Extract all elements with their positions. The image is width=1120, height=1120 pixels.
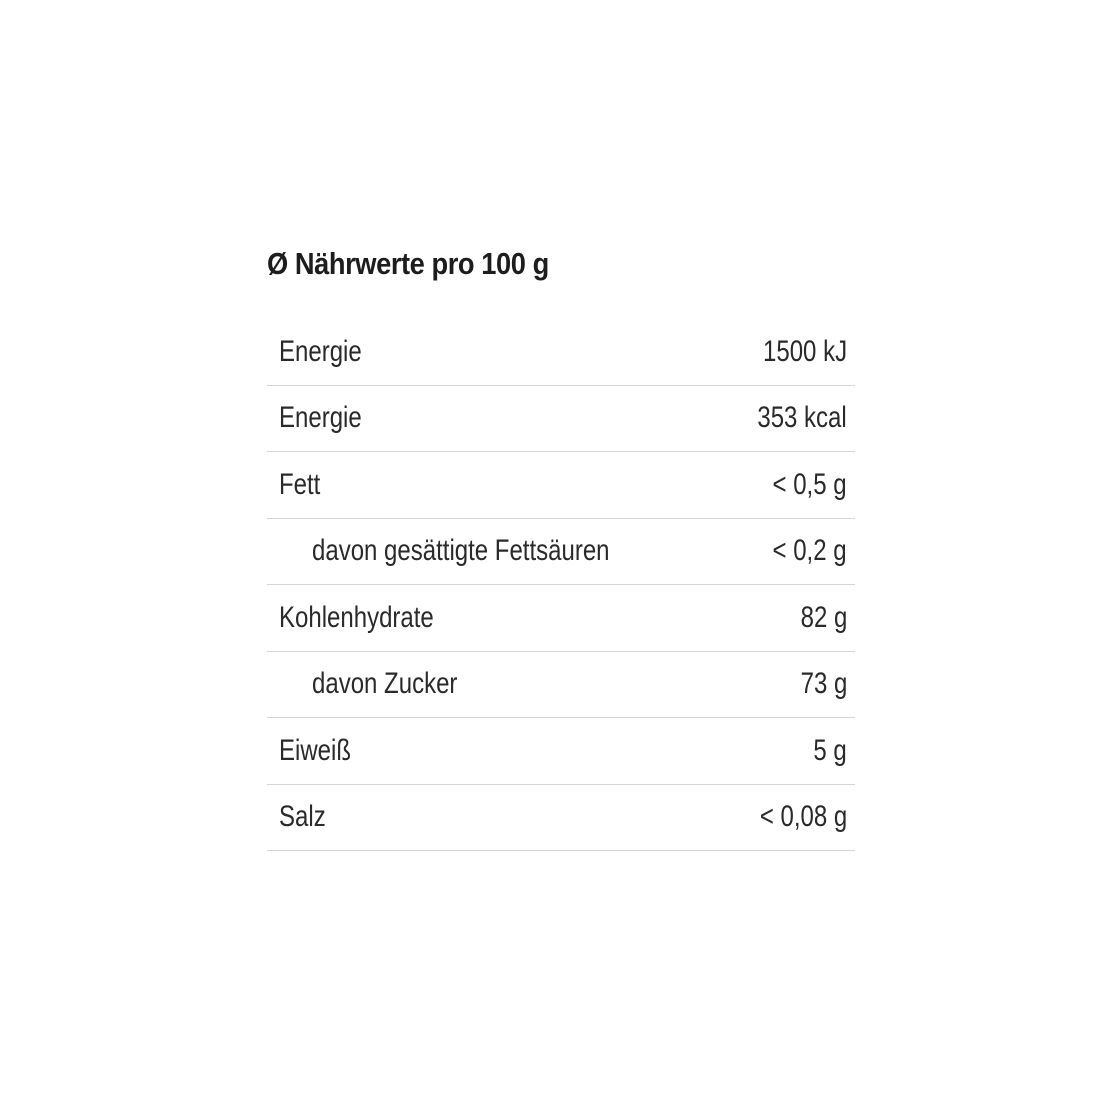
nutrition-row: Energie 353 kcal bbox=[267, 386, 855, 452]
nutrient-value: < 0,08 g bbox=[759, 800, 847, 834]
nutrient-label: davon gesättigte Fettsäuren bbox=[312, 534, 610, 568]
nutrition-row: Fett < 0,5 g bbox=[267, 452, 855, 519]
nutrient-label: Energie bbox=[279, 334, 362, 368]
nutrition-row: Energie 1500 kJ bbox=[267, 319, 855, 386]
nutrient-label: Energie bbox=[279, 401, 362, 435]
nutrient-value: 1500 kJ bbox=[762, 334, 847, 368]
nutrition-title: Ø Nährwerte pro 100 g bbox=[267, 246, 549, 281]
nutrient-value: < 0,2 g bbox=[772, 534, 847, 568]
nutrient-value: 5 g bbox=[813, 733, 847, 767]
nutrient-label: Eiweiß bbox=[279, 733, 352, 767]
nutrition-row: davon Zucker 73 g bbox=[267, 652, 855, 718]
nutrition-row: Eiweiß 5 g bbox=[267, 718, 855, 785]
nutrient-value: 353 kcal bbox=[757, 401, 847, 435]
nutrient-label: Salz bbox=[279, 800, 326, 834]
nutrient-value: 82 g bbox=[800, 600, 847, 634]
nutrition-row: Kohlenhydrate 82 g bbox=[267, 585, 855, 652]
nutrition-table: Energie 1500 kJ Energie 353 kcal Fett < 0,5 g… bbox=[267, 319, 855, 851]
nutrition-row: davon gesättigte Fettsäuren < 0,2 g bbox=[267, 519, 855, 585]
nutrient-value: < 0,5 g bbox=[772, 467, 847, 501]
nutrient-label: davon Zucker bbox=[312, 667, 458, 701]
nutrition-row: Salz < 0,08 g bbox=[267, 785, 855, 851]
nutrient-value: 73 g bbox=[800, 667, 847, 701]
nutrient-label: Kohlenhydrate bbox=[279, 600, 434, 634]
nutrient-label: Fett bbox=[279, 467, 321, 501]
